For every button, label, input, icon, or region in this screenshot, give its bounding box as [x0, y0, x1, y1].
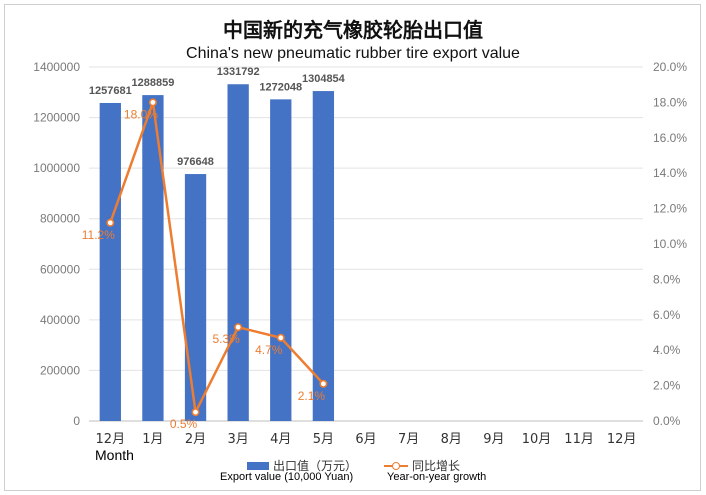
legend: 出口值（万元） Export value (10,000 Yuan) 同比增长 …	[0, 455, 706, 485]
x-tick-label: 9月	[483, 432, 504, 447]
line-point	[191, 408, 200, 417]
y-right-tick-label: 18.0%	[653, 95, 687, 109]
x-tick-label: 11月	[564, 432, 594, 447]
y-left-tick-label: 1400000	[33, 60, 80, 74]
bar-data-label: 976648	[177, 156, 214, 168]
x-tick-label: 2月	[185, 432, 206, 447]
y-left-tick-label: 800000	[40, 212, 80, 226]
x-tick-label: 3月	[228, 432, 249, 447]
y-left-tick-label: 1200000	[33, 111, 80, 125]
y-right-tick-label: 10.0%	[653, 237, 687, 251]
y-left-tick-label: 1000000	[33, 161, 80, 175]
line-data-label: 11.2%	[82, 228, 115, 242]
chart-subtitle: China's new pneumatic rubber tire export…	[186, 45, 520, 62]
x-tick-label: 12月	[96, 432, 126, 447]
x-tick-label: 12月	[607, 432, 637, 447]
chart-title: 中国新的充气橡胶轮胎出口值	[223, 18, 483, 42]
line-data-label: 18.0%	[124, 107, 158, 121]
bar	[184, 174, 207, 421]
legend-label-export-value-en: Export value (10,000 Yuan)	[220, 471, 354, 483]
y-left-tick-label: 400000	[40, 313, 80, 327]
x-tick-label: 7月	[398, 432, 419, 447]
line-point	[234, 323, 243, 332]
y-left-tick-label: 600000	[40, 262, 80, 276]
line-data-label: 2.1%	[298, 389, 326, 403]
x-tick-label: 8月	[441, 432, 462, 447]
y-right-tick-label: 0.0%	[653, 414, 681, 428]
line-point	[106, 218, 115, 227]
y-right-tick-label: 16.0%	[653, 131, 687, 145]
bar-data-label: 1272048	[259, 81, 302, 93]
bar-data-label: 1331792	[217, 66, 260, 78]
bar	[312, 91, 335, 421]
legend-swatch-line	[384, 461, 408, 471]
legend-label-yoy-growth: 同比增长	[412, 459, 461, 473]
x-tick-label: 10月	[522, 432, 552, 447]
bar-data-label: 1257681	[89, 85, 132, 97]
line-point	[319, 379, 328, 388]
bar	[142, 95, 164, 422]
y-right-tick-label: 2.0%	[653, 379, 681, 393]
y-left-tick-label: 0	[73, 414, 80, 428]
line-data-label: 0.5%	[170, 417, 198, 431]
bar-data-label: 1304854	[302, 73, 346, 85]
legend-label-export-value: 出口值（万元）	[273, 459, 358, 473]
y-right-tick-label: 14.0%	[653, 166, 687, 180]
x-tick-label: 4月	[270, 432, 291, 447]
series-line	[109, 101, 325, 417]
y-right-tick-label: 20.0%	[653, 60, 687, 74]
x-tick-label: 6月	[355, 432, 376, 447]
x-tick-label: 1月	[142, 432, 163, 447]
bar	[270, 99, 292, 421]
y-left-tick-label: 200000	[40, 363, 80, 377]
legend-label-yoy-growth-en: Year-on-year growth	[387, 471, 487, 483]
legend-swatch-bar	[247, 461, 269, 470]
x-tick-label: 5月	[313, 432, 334, 447]
line-point	[276, 333, 285, 342]
bar	[99, 102, 121, 421]
y-right-tick-label: 8.0%	[653, 272, 681, 286]
y-right-tick-label: 6.0%	[653, 308, 681, 322]
bar-data-label: 1288859	[132, 77, 175, 89]
line-point	[148, 98, 157, 107]
line-data-label: 4.7%	[255, 343, 283, 357]
legend-item-export-value: 出口值（万元） Export value (10,000 Yuan)	[220, 455, 358, 483]
y-right-tick-label: 4.0%	[653, 343, 681, 357]
line-data-label: 5.3%	[212, 332, 240, 346]
bar	[227, 84, 249, 421]
y-right-tick-label: 12.0%	[653, 202, 687, 216]
x-axis-label: Month	[95, 447, 134, 463]
legend-item-yoy-growth: 同比增长 Year-on-year growth	[384, 455, 486, 483]
